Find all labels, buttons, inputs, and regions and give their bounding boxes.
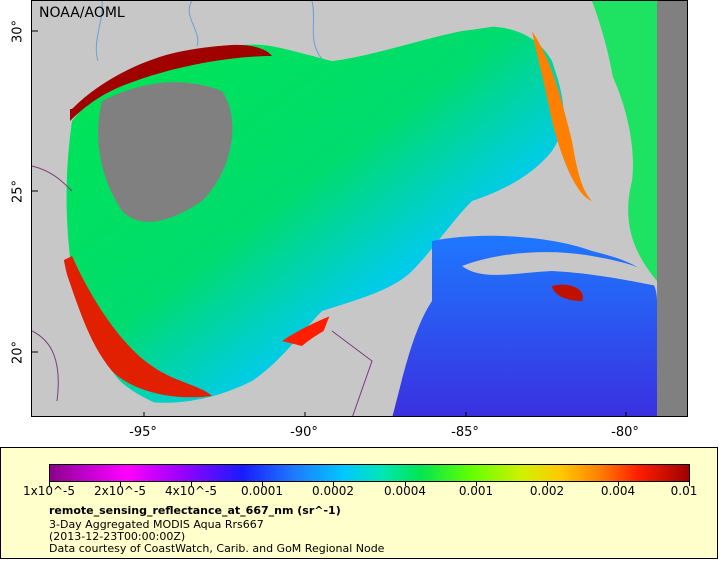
nodata-east	[657, 1, 687, 416]
land-mexico-west	[32, 109, 187, 416]
coast-band-west	[62, 256, 212, 398]
cb-label-8: 0.004	[600, 484, 636, 498]
cb-label-4: 0.0002	[312, 484, 354, 498]
map-canvas	[32, 1, 687, 416]
x-tick-90: -90°	[290, 425, 318, 440]
caribbean-water	[392, 235, 657, 416]
cb-mark-9	[689, 482, 690, 486]
river-2	[188, 1, 199, 47]
land-us-north	[32, 1, 552, 109]
river-3	[311, 1, 323, 60]
cb-mark-6	[476, 482, 477, 486]
cb-label-1: 2x10^-5	[93, 484, 147, 498]
colorbar	[49, 464, 690, 482]
legend-panel: 1x10^-5 2x10^-5 4x10^-5 0.0001 0.0002 0.…	[0, 447, 718, 559]
frame-ticks	[32, 30, 627, 416]
cb-mark-5	[405, 482, 406, 486]
coast-band-florida	[532, 31, 592, 201]
cb-mark-3	[262, 482, 263, 486]
legend-credit: Data courtesy of CoastWatch, Carib. and …	[49, 542, 385, 555]
x-tick-80: -80°	[611, 425, 639, 440]
nodata-west	[98, 82, 233, 222]
legend-variable-name: remote_sensing_reflectance_at_667_nm (sr…	[49, 504, 341, 517]
land-cuba	[462, 252, 657, 286]
cb-label-3: 0.0001	[241, 484, 283, 498]
land-mexico-yucatan	[302, 300, 403, 416]
cb-mark-7	[547, 482, 548, 486]
cb-mark-2	[191, 482, 192, 486]
legend-product: 3-Day Aggregated MODIS Aqua Rrs667	[49, 518, 264, 531]
land-florida	[552, 1, 618, 201]
map-panel: NOAA/AOML	[31, 0, 688, 417]
y-tick-20: 20°	[10, 340, 26, 365]
cb-mark-4	[333, 482, 334, 486]
cb-mark-0	[49, 482, 50, 486]
cb-label-0: 1x10^-5	[22, 484, 76, 498]
river-1	[95, 1, 103, 62]
watermark-label: NOAA/AOML	[39, 5, 125, 21]
cb-label-7: 0.002	[529, 484, 565, 498]
border-2	[331, 330, 373, 416]
coast-band-north	[70, 44, 272, 121]
cb-label-5: 0.0004	[384, 484, 426, 498]
coast-band-cuba	[552, 284, 583, 301]
y-tick-25: 25°	[10, 179, 26, 204]
border-1	[32, 165, 73, 192]
border-3	[32, 330, 59, 402]
cb-label-2: 4x10^-5	[164, 484, 218, 498]
y-tick-30: 30°	[10, 19, 26, 44]
legend-date: (2013-12-23T00:00:00Z)	[49, 530, 186, 543]
cb-mark-8	[618, 482, 619, 486]
x-tick-85: -85°	[451, 425, 479, 440]
cb-mark-1	[120, 482, 121, 486]
x-tick-95: -95°	[129, 425, 157, 440]
cb-label-6: 0.001	[458, 484, 494, 498]
cb-label-9: 0.01	[670, 484, 698, 498]
